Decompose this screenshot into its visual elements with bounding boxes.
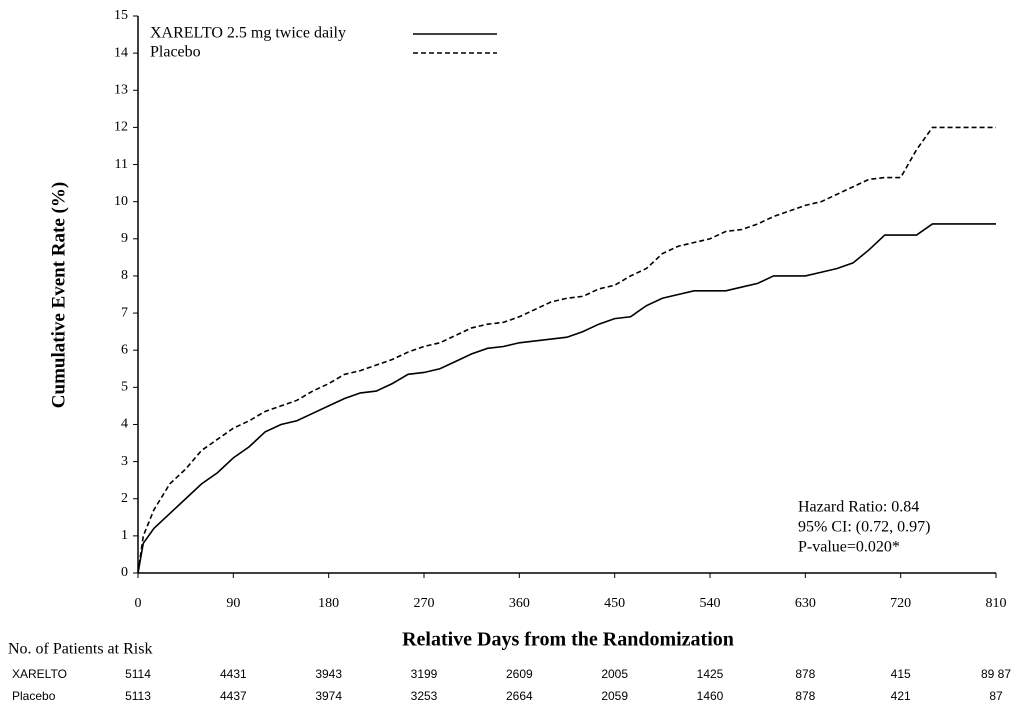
y-tick-label: 9 xyxy=(121,231,128,246)
x-tick-label: 630 xyxy=(795,596,816,611)
series-line xyxy=(137,223,996,574)
y-tick-label: 6 xyxy=(121,342,128,357)
y-tick-label: 0 xyxy=(121,565,128,580)
y-tick-label: 4 xyxy=(121,417,128,432)
x-tick-label: 90 xyxy=(226,596,240,611)
at-risk-value: 89 87 xyxy=(981,667,1011,681)
x-tick-label: 270 xyxy=(414,596,435,611)
y-tick-label: 1 xyxy=(121,528,128,543)
at-risk-value: 878 xyxy=(795,667,815,681)
x-tick-label: 360 xyxy=(509,596,530,611)
at-risk-row-label: XARELTO xyxy=(12,667,67,681)
x-axis-label: Relative Days from the Randomization xyxy=(402,629,734,651)
x-tick-label: 450 xyxy=(604,596,625,611)
series-line xyxy=(137,126,996,574)
y-tick-label: 11 xyxy=(115,157,128,172)
y-tick-label: 7 xyxy=(121,305,128,320)
y-tick-label: 12 xyxy=(114,120,128,135)
at-risk-value: 421 xyxy=(891,689,911,703)
at-risk-value: 4431 xyxy=(220,667,247,681)
at-risk-title: No. of Patients at Risk xyxy=(8,641,152,658)
at-risk-value: 5114 xyxy=(125,667,151,681)
y-tick-label: 13 xyxy=(114,82,128,97)
at-risk-value: 2609 xyxy=(506,667,533,681)
at-risk-value: 415 xyxy=(891,667,911,681)
at-risk-value: 3974 xyxy=(315,689,342,703)
at-risk-value: 878 xyxy=(795,689,815,703)
x-tick-label: 720 xyxy=(890,596,911,611)
at-risk-value: 87 xyxy=(989,689,1003,703)
legend-label: XARELTO 2.5 mg twice daily xyxy=(150,25,346,42)
at-risk-value: 2059 xyxy=(601,689,628,703)
at-risk-value: 2664 xyxy=(506,689,533,703)
annotation: Hazard Ratio: 0.84 xyxy=(798,499,919,516)
at-risk-value: 3253 xyxy=(411,689,438,703)
y-tick-label: 15 xyxy=(114,8,128,23)
y-axis-label: Cumulative Event Rate (%) xyxy=(48,182,69,408)
y-tick-label: 3 xyxy=(121,454,128,469)
legend-label: Placebo xyxy=(150,44,201,61)
y-tick-label: 10 xyxy=(114,194,128,209)
at-risk-value: 5113 xyxy=(125,689,151,703)
annotation: 95% CI: (0.72, 0.97) xyxy=(798,519,930,536)
y-tick-label: 5 xyxy=(121,380,128,395)
at-risk-value: 1425 xyxy=(697,667,724,681)
at-risk-row-label: Placebo xyxy=(12,689,56,703)
y-tick-label: 14 xyxy=(114,45,128,60)
x-tick-label: 0 xyxy=(135,596,142,611)
at-risk-value: 3199 xyxy=(411,667,438,681)
y-tick-label: 2 xyxy=(121,491,128,506)
at-risk-value: 3943 xyxy=(315,667,342,681)
at-risk-value: 4437 xyxy=(220,689,247,703)
at-risk-value: 2005 xyxy=(601,667,628,681)
annotation: P-value=0.020* xyxy=(798,539,900,556)
y-tick-label: 8 xyxy=(121,268,128,283)
at-risk-value: 1460 xyxy=(697,689,724,703)
x-tick-label: 810 xyxy=(986,596,1007,611)
x-tick-label: 180 xyxy=(318,596,339,611)
x-tick-label: 540 xyxy=(700,596,721,611)
